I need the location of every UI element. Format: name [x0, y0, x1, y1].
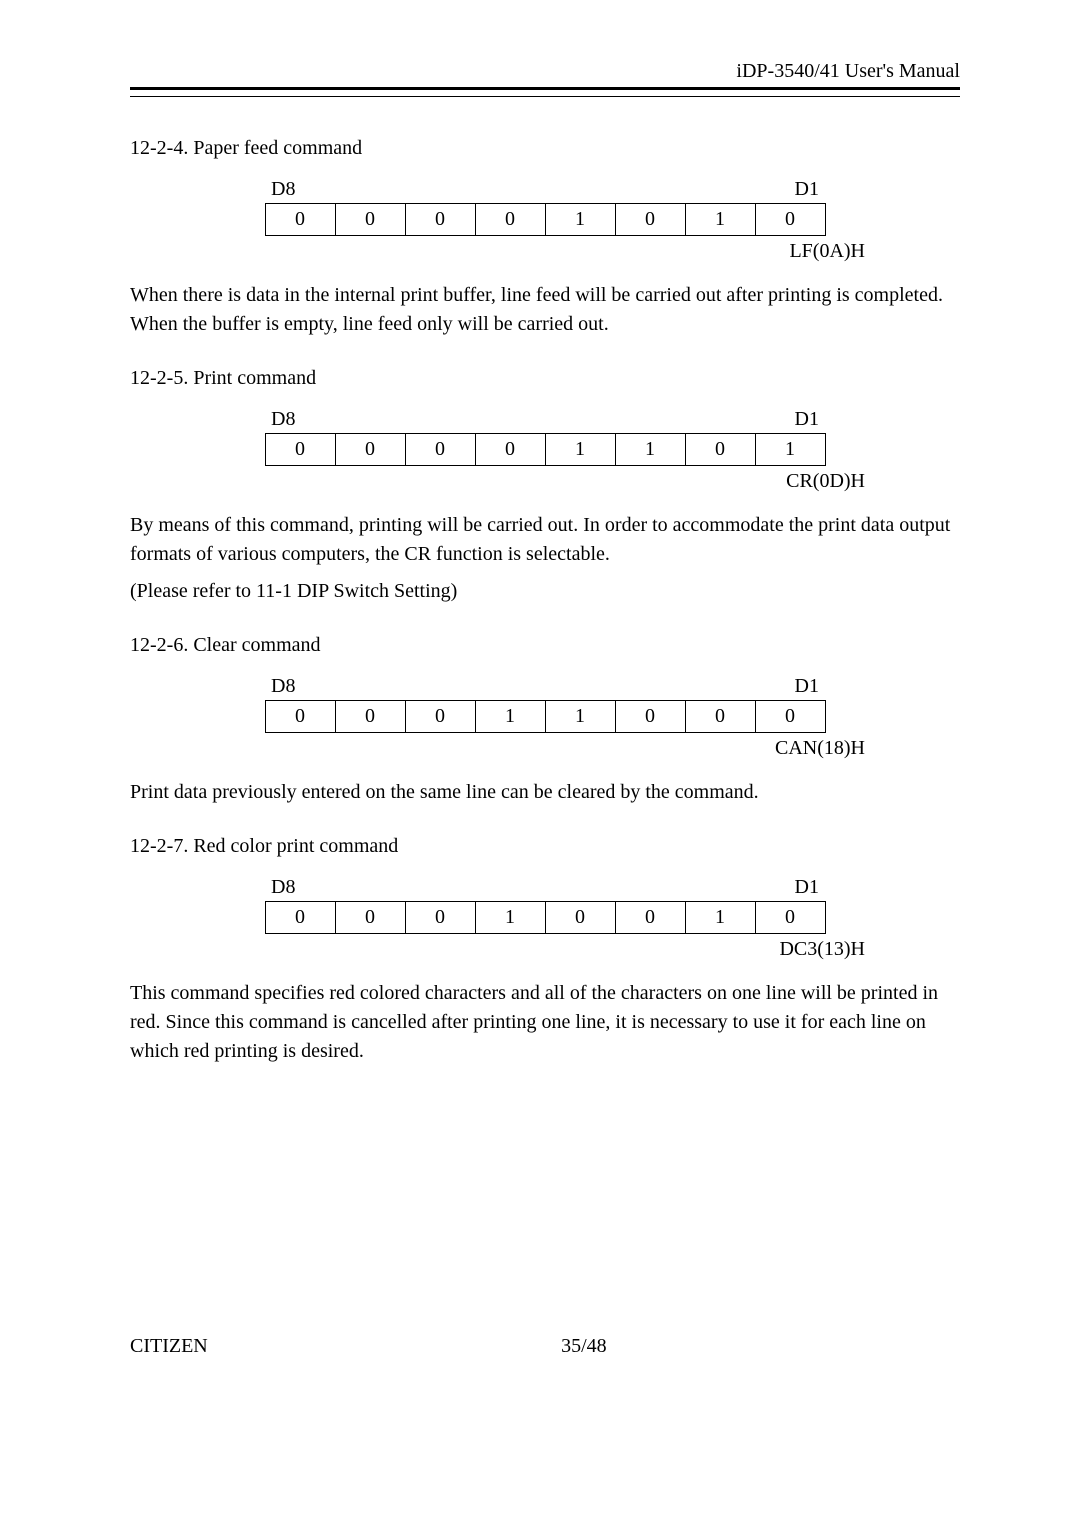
bit-cell: 0	[545, 902, 615, 934]
bit-cell: 1	[685, 204, 755, 236]
bit-cell: 1	[685, 902, 755, 934]
page-footer: CITIZEN 35/48	[130, 1335, 960, 1358]
bit-cell: 0	[475, 434, 545, 466]
code-label: CAN(18)H	[225, 737, 865, 760]
bit-cell: 0	[265, 204, 335, 236]
bit-cell: 0	[475, 204, 545, 236]
bit-cell: 0	[335, 902, 405, 934]
section-title-paper-feed: 12-2-4. Paper feed command	[130, 137, 960, 160]
bit-label-msb: D8	[271, 178, 295, 201]
bit-block-print: D8 D1 0 0 0 0 1 1 0 1 CR(0D)H	[130, 408, 960, 493]
bit-cell: 1	[475, 701, 545, 733]
paragraph: This command specifies red colored chara…	[130, 979, 960, 1066]
bit-cell: 0	[755, 204, 825, 236]
bit-label-msb: D8	[271, 876, 295, 899]
bit-cell: 0	[405, 902, 475, 934]
footer-brand: CITIZEN	[130, 1335, 208, 1358]
bit-cell: 0	[755, 701, 825, 733]
bit-block-clear: D8 D1 0 0 0 1 1 0 0 0 CAN(18)H	[130, 675, 960, 760]
bit-cell: 1	[545, 204, 615, 236]
bit-label-lsb: D1	[795, 408, 819, 431]
bit-cell: 1	[615, 434, 685, 466]
bit-cell: 0	[265, 902, 335, 934]
bit-cell: 0	[685, 434, 755, 466]
paragraph: Print data previously entered on the sam…	[130, 778, 960, 807]
paragraph: When there is data in the internal print…	[130, 281, 960, 339]
bit-cell: 0	[265, 434, 335, 466]
bit-cell: 0	[685, 701, 755, 733]
section-title-clear: 12-2-6. Clear command	[130, 634, 960, 657]
bit-block-paper-feed: D8 D1 0 0 0 0 1 0 1 0 LF(0A)H	[130, 178, 960, 263]
bit-cell: 0	[405, 434, 475, 466]
footer-page: 35/48	[208, 1335, 960, 1358]
paragraph: By means of this command, printing will …	[130, 511, 960, 569]
bit-cell: 0	[405, 701, 475, 733]
bit-cell: 0	[615, 204, 685, 236]
bit-block-red: D8 D1 0 0 0 1 0 0 1 0 DC3(13)H	[130, 876, 960, 961]
bit-label-msb: D8	[271, 675, 295, 698]
bit-label-lsb: D1	[795, 178, 819, 201]
bit-cell: 0	[335, 701, 405, 733]
bit-label-lsb: D1	[795, 876, 819, 899]
paragraph-note: (Please refer to 11-1 DIP Switch Setting…	[130, 577, 960, 606]
bit-cell: 0	[615, 701, 685, 733]
bit-cell: 0	[335, 434, 405, 466]
bit-table: 0 0 0 0 1 1 0 1	[265, 433, 826, 466]
bit-cell: 0	[405, 204, 475, 236]
bit-label-msb: D8	[271, 408, 295, 431]
section-title-print: 12-2-5. Print command	[130, 367, 960, 390]
bit-cell: 1	[545, 701, 615, 733]
bit-table: 0 0 0 0 1 0 1 0	[265, 203, 826, 236]
header-product: iDP-3540/41 User's Manual	[130, 60, 960, 83]
header-rule-thin	[130, 96, 960, 97]
code-label: CR(0D)H	[225, 470, 865, 493]
bit-cell: 0	[335, 204, 405, 236]
bit-cell: 1	[755, 434, 825, 466]
code-label: LF(0A)H	[225, 240, 865, 263]
bit-table: 0 0 0 1 1 0 0 0	[265, 700, 826, 733]
bit-table: 0 0 0 1 0 0 1 0	[265, 901, 826, 934]
bit-cell: 0	[265, 701, 335, 733]
bit-label-lsb: D1	[795, 675, 819, 698]
code-label: DC3(13)H	[225, 938, 865, 961]
section-title-red: 12-2-7. Red color print command	[130, 835, 960, 858]
bit-cell: 1	[545, 434, 615, 466]
bit-cell: 0	[755, 902, 825, 934]
header-rule-thick	[130, 87, 960, 90]
bit-cell: 0	[615, 902, 685, 934]
bit-cell: 1	[475, 902, 545, 934]
